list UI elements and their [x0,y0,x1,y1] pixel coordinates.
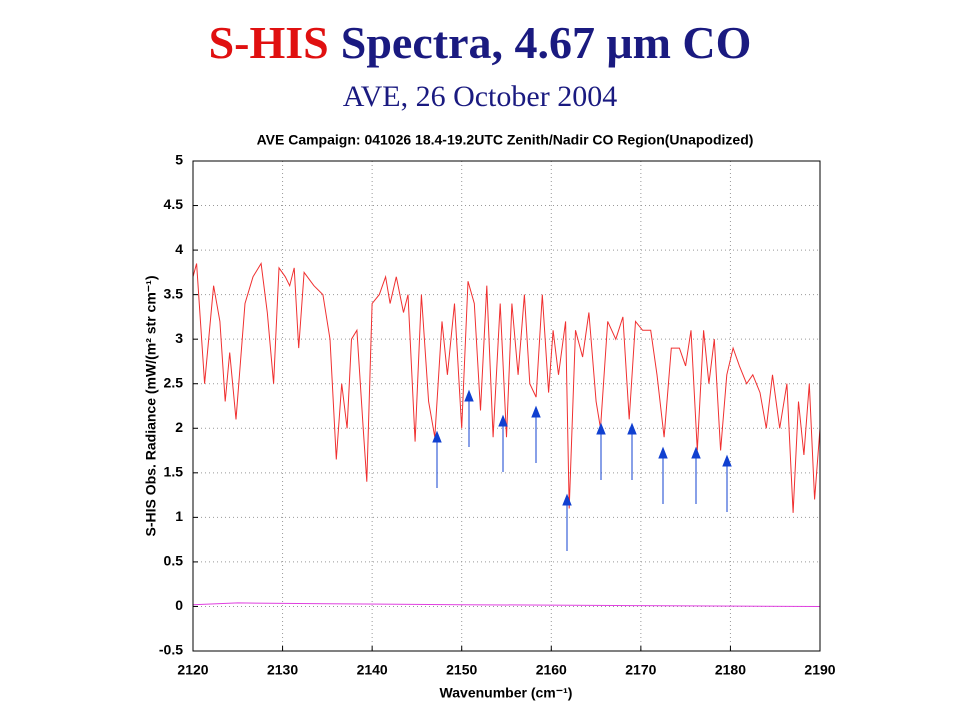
y-tick-label: 2.5 [164,374,184,390]
arrow [691,446,701,504]
y-tick-label: 0.5 [164,553,184,569]
y-tick-label: 5 [175,152,183,168]
spectrum-line [192,262,821,513]
y-tick-label: 1 [175,508,183,524]
plot-area [193,161,820,651]
chart-title: AVE Campaign: 041026 18.4-19.2UTC Zenith… [257,132,754,148]
y-tick-label: 3.5 [164,285,184,301]
y-tick-label: 0 [175,597,183,613]
arrow [531,405,541,463]
x-tick-label: 2140 [357,662,388,678]
arrow [562,493,572,551]
x-tick-label: 2170 [625,662,656,678]
y-tick-label: 4 [175,241,183,257]
title-highlight: S-HIS [209,17,329,68]
arrow [498,414,508,472]
arrow [464,389,474,447]
x-tick-label: 2120 [177,662,208,678]
x-tick-label: 2160 [536,662,567,678]
y-tick-label: 4.5 [164,196,184,212]
x-axis-label: Wavenumber (cm⁻¹) [440,685,573,701]
x-tick-label: 2190 [804,662,835,678]
slide-title: S-HIS Spectra, 4.67 μm CO [209,17,752,68]
arrows [432,389,732,551]
x-tick-label: 2150 [446,662,477,678]
y-tick-label: 1.5 [164,464,184,480]
y-tick-label: 3 [175,330,183,346]
arrow [432,430,442,488]
y-tick-label: 2 [175,419,183,435]
arrow [658,446,668,504]
arrow [596,422,606,480]
x-tick-label: 2130 [267,662,298,678]
arrow [627,422,637,480]
plot-frame [192,160,821,652]
arrow [722,454,732,512]
title-rest: Spectra, 4.67 μm CO [341,17,752,68]
x-tick-label: 2180 [715,662,746,678]
y-tick-label: -0.5 [159,642,183,658]
slide-subtitle: AVE, 26 October 2004 [343,80,617,113]
y-axis-label: S-HIS Obs. Radiance (mW/(m² str cm⁻¹) [143,276,159,537]
spectrum-line [192,602,821,607]
